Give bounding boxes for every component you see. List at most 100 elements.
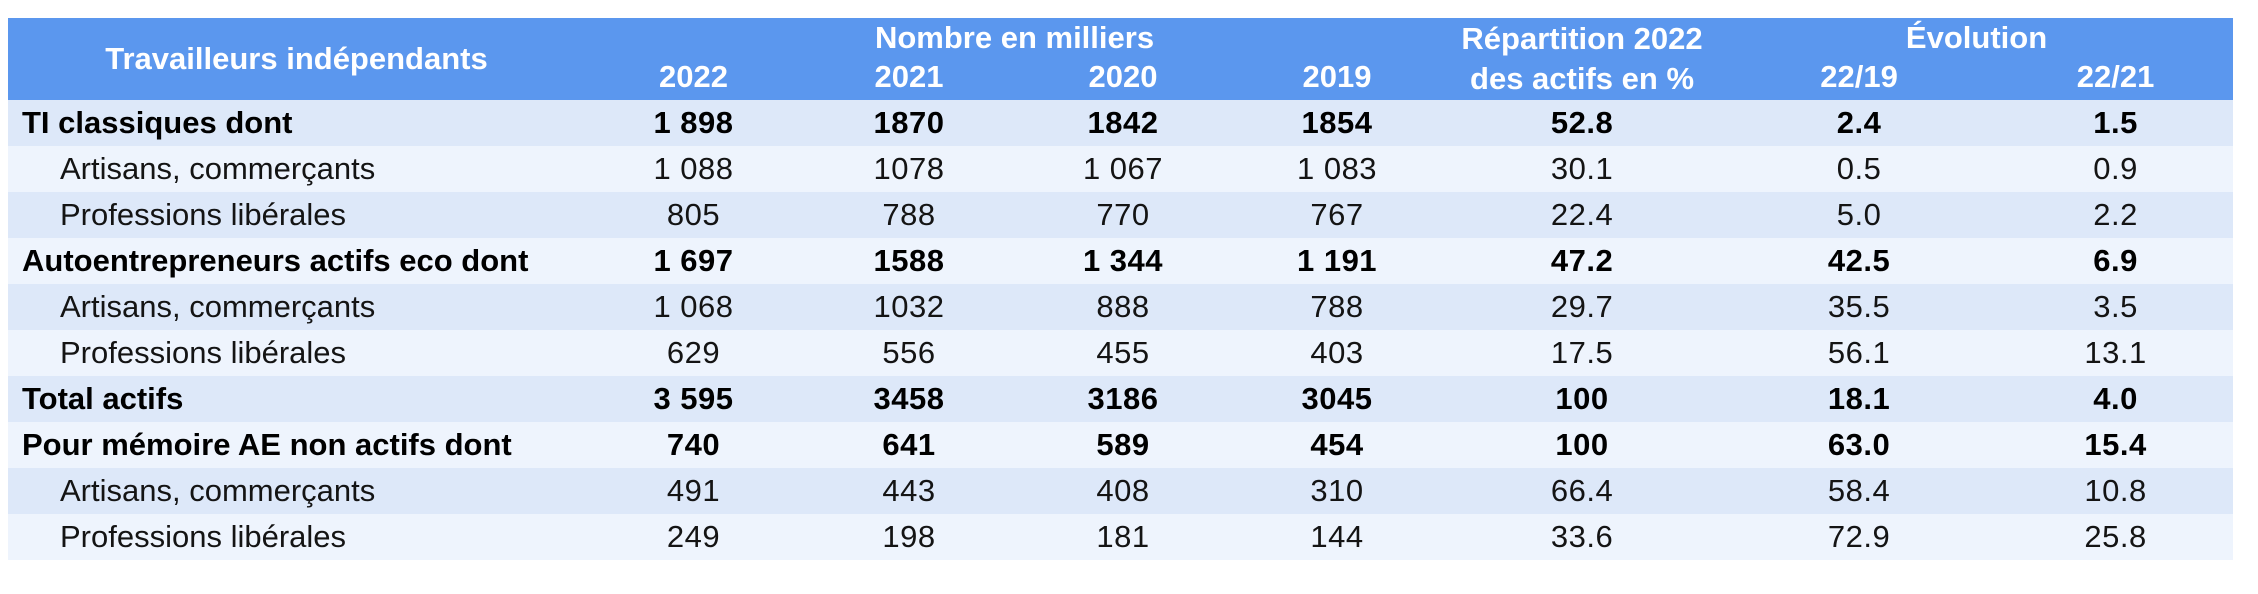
table-row: Artisans, commerçants 1 088 1078 1 067 1…	[8, 146, 2234, 192]
cell-2020: 455	[1096, 335, 1150, 370]
cell-evol-22-19: 0.5	[1836, 151, 1882, 186]
cell-2021: 641	[882, 427, 936, 462]
header-repartition-line1: Répartition 2022	[1461, 21, 1703, 56]
table-row: Total actifs 3 595 3458 3186 3045 100 18…	[8, 376, 2234, 422]
row-label: Professions libérales	[60, 335, 347, 370]
cell-repartition: 52.8	[1550, 105, 1614, 140]
header-evol-22-21: 22/21	[1998, 58, 2234, 100]
cell-evol-22-19: 2.4	[1836, 105, 1882, 140]
row-label: Professions libérales	[60, 519, 347, 554]
cell-2020: 3186	[1087, 381, 1159, 416]
cell-evol-22-21: 1.5	[2093, 105, 2138, 140]
cell-2020: 888	[1096, 289, 1150, 324]
cell-2020: 1842	[1087, 105, 1159, 140]
cell-2019: 788	[1310, 289, 1364, 324]
cell-evol-22-21: 6.9	[2093, 243, 2138, 278]
cell-evol-22-19: 63.0	[1827, 427, 1891, 462]
row-label: Artisans, commerçants	[60, 289, 376, 324]
cell-2021: 1870	[873, 105, 945, 140]
cell-2021: 1588	[873, 243, 945, 278]
cell-repartition: 33.6	[1550, 519, 1614, 554]
cell-evol-22-21: 2.2	[2093, 197, 2138, 232]
cell-2019: 403	[1310, 335, 1364, 370]
row-label: TI classiques dont	[22, 105, 293, 140]
cell-2020: 1 067	[1082, 151, 1164, 186]
table-row: Professions libérales 805 788 770 767 22…	[8, 192, 2234, 238]
cell-2021: 1032	[873, 289, 945, 324]
cell-2022: 249	[666, 519, 721, 554]
cell-evol-22-19: 56.1	[1827, 335, 1891, 370]
header-travailleurs: Travailleurs indépendants	[8, 18, 585, 100]
table-row: Professions libérales 629 556 455 403 17…	[8, 330, 2234, 376]
cell-2020: 770	[1096, 197, 1150, 232]
cell-2022: 1 697	[653, 243, 734, 278]
cell-evol-22-21: 0.9	[2093, 151, 2138, 186]
header-repartition-line2: des actifs en %	[1470, 61, 1695, 96]
cell-2022: 629	[666, 335, 721, 370]
cell-repartition: 100	[1555, 381, 1609, 416]
cell-repartition: 22.4	[1550, 197, 1614, 232]
table-header: Travailleurs indépendants Nombre en mill…	[8, 18, 2234, 100]
row-label: Pour mémoire AE non actifs dont	[22, 427, 512, 462]
cell-repartition: 66.4	[1550, 473, 1614, 508]
table-row: Artisans, commerçants 1 068 1032 888 788…	[8, 284, 2234, 330]
table-row: Professions libérales 249 198 181 144 33…	[8, 514, 2234, 560]
header-year-2021: 2021	[802, 58, 1016, 100]
header-group-repartition: Répartition 2022 des actifs en %	[1444, 18, 1721, 100]
cell-2021: 198	[882, 519, 936, 554]
cell-evol-22-21: 15.4	[2084, 427, 2147, 462]
header-group-evolution: Évolution	[1720, 18, 2234, 58]
cell-2022: 740	[666, 427, 721, 462]
cell-repartition: 47.2	[1550, 243, 1614, 278]
cell-repartition: 17.5	[1550, 335, 1614, 370]
cell-evol-22-19: 42.5	[1827, 243, 1891, 278]
independents-table: Travailleurs indépendants Nombre en mill…	[8, 18, 2234, 560]
row-label: Autoentrepreneurs actifs eco dont	[22, 243, 529, 278]
cell-evol-22-19: 72.9	[1827, 519, 1891, 554]
cell-2022: 3 595	[653, 381, 734, 416]
cell-2021: 443	[882, 473, 936, 508]
cell-2020: 408	[1096, 473, 1150, 508]
cell-2022: 1 068	[653, 289, 734, 324]
cell-2022: 491	[666, 473, 721, 508]
cell-2019: 454	[1310, 427, 1364, 462]
cell-2021: 3458	[873, 381, 945, 416]
header-group-nombre: Nombre en milliers	[585, 18, 1445, 58]
cell-2019: 767	[1310, 197, 1364, 232]
cell-2019: 1854	[1301, 105, 1373, 140]
cell-2022: 805	[666, 197, 721, 232]
row-label: Professions libérales	[60, 197, 347, 232]
table-body: TI classiques dont 1 898 1870 1842 1854 …	[8, 100, 2234, 560]
cell-evol-22-19: 35.5	[1827, 289, 1891, 324]
cell-repartition: 29.7	[1550, 289, 1614, 324]
header-year-2022: 2022	[585, 58, 802, 100]
cell-2020: 1 344	[1082, 243, 1164, 278]
cell-2021: 788	[882, 197, 936, 232]
cell-evol-22-21: 3.5	[2093, 289, 2138, 324]
header-year-2019: 2019	[1230, 58, 1445, 100]
cell-2020: 589	[1096, 427, 1150, 462]
cell-evol-22-21: 10.8	[2084, 473, 2147, 508]
cell-2022: 1 898	[653, 105, 734, 140]
row-label: Artisans, commerçants	[60, 151, 376, 186]
cell-evol-22-21: 13.1	[2084, 335, 2147, 370]
cell-2020: 181	[1096, 519, 1150, 554]
cell-2019: 3045	[1301, 381, 1373, 416]
cell-repartition: 100	[1555, 427, 1609, 462]
table-row: Pour mémoire AE non actifs dont 740 641 …	[8, 422, 2234, 468]
cell-2019: 310	[1310, 473, 1364, 508]
header-evol-22-19: 22/19	[1720, 58, 1999, 100]
table-row: TI classiques dont 1 898 1870 1842 1854 …	[8, 100, 2234, 146]
cell-2021: 556	[882, 335, 936, 370]
cell-evol-22-19: 58.4	[1827, 473, 1891, 508]
cell-repartition: 30.1	[1550, 151, 1614, 186]
cell-2019: 144	[1310, 519, 1364, 554]
cell-evol-22-19: 18.1	[1827, 381, 1891, 416]
cell-2019: 1 083	[1296, 151, 1378, 186]
cell-2019: 1 191	[1296, 243, 1378, 278]
cell-evol-22-21: 25.8	[2084, 519, 2147, 554]
row-label: Artisans, commerçants	[60, 473, 376, 508]
row-label: Total actifs	[22, 381, 184, 416]
cell-2022: 1 088	[653, 151, 734, 186]
header-year-2020: 2020	[1016, 58, 1230, 100]
